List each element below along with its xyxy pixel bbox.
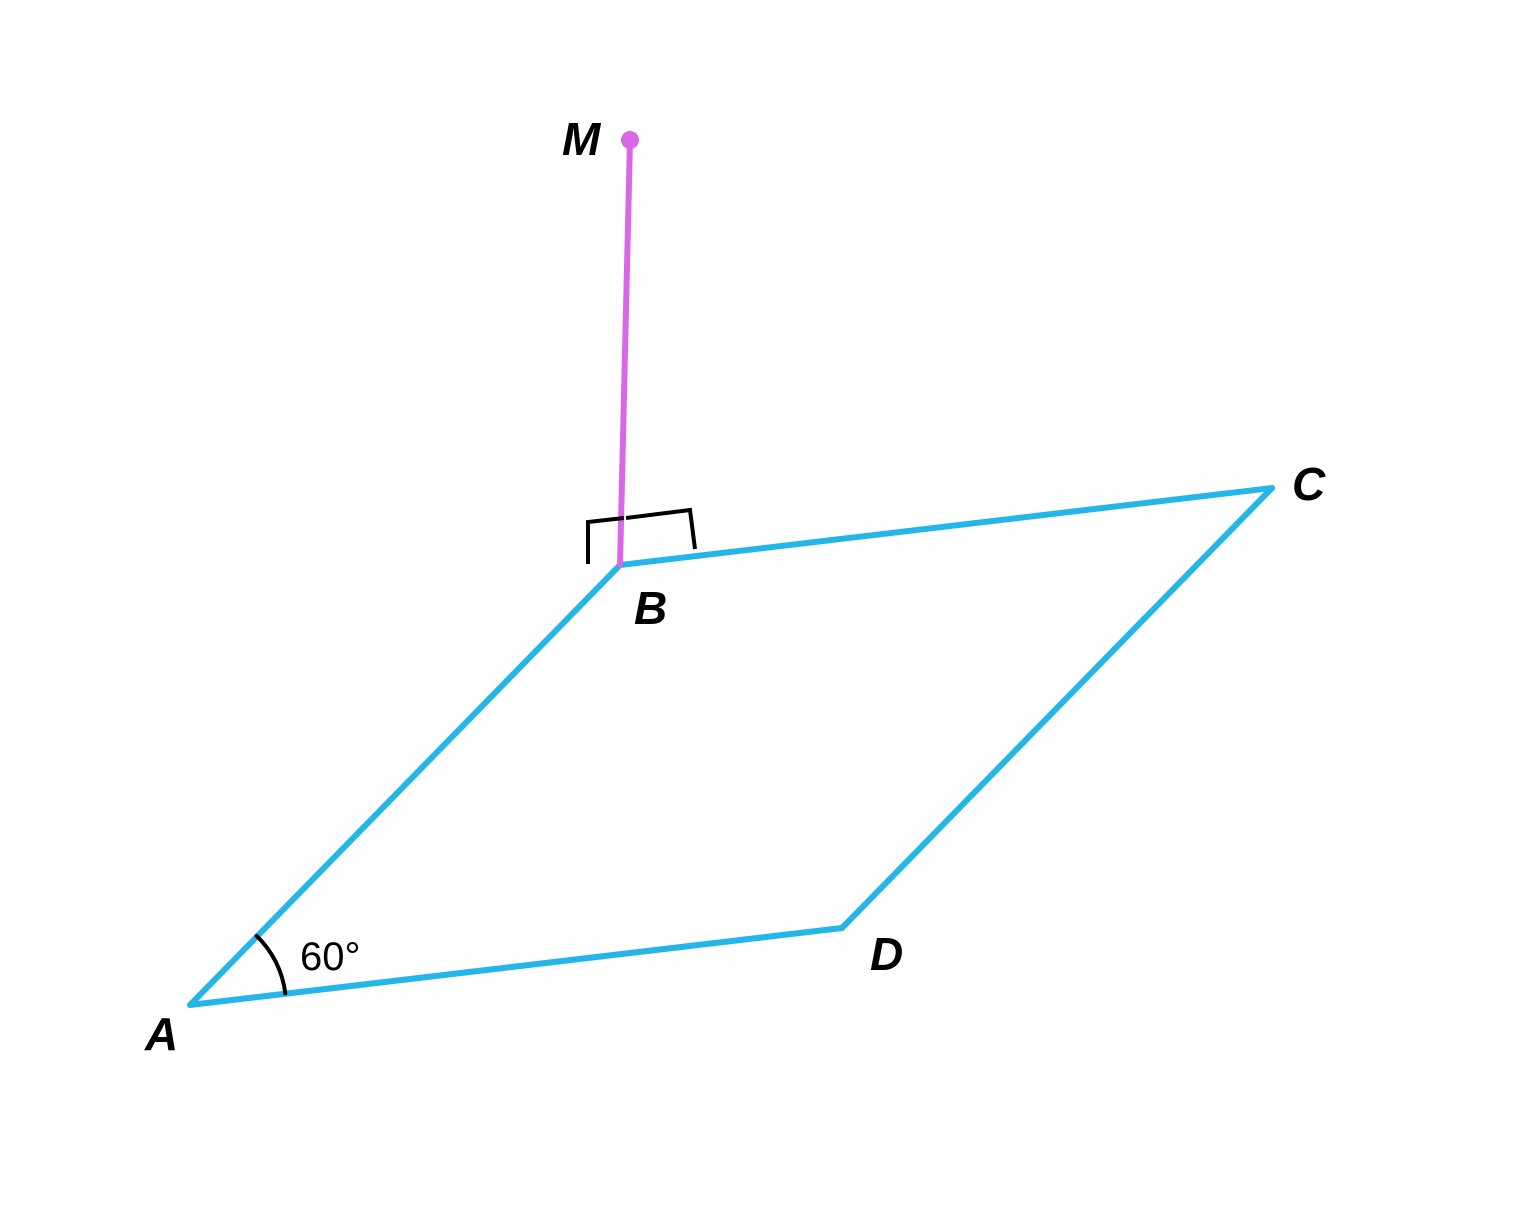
label-c: C: [1292, 458, 1326, 510]
angle-label-60: 60°: [300, 935, 361, 979]
point-m-dot: [621, 131, 639, 149]
label-m: M: [562, 113, 602, 165]
geometry-diagram: A B C D M 60°: [0, 0, 1536, 1224]
label-a: A: [144, 1008, 178, 1060]
background: [0, 0, 1536, 1224]
label-d: D: [870, 928, 903, 980]
label-b: B: [634, 582, 667, 634]
